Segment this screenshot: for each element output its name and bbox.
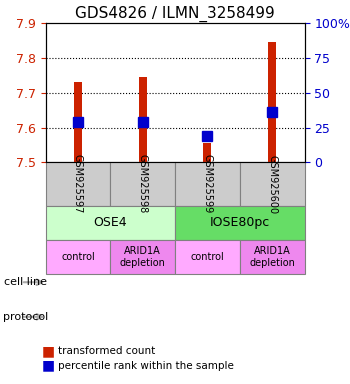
Title: GDS4826 / ILMN_3258499: GDS4826 / ILMN_3258499 (75, 5, 275, 22)
Bar (268, 42, 276, 162)
FancyBboxPatch shape (175, 162, 240, 206)
FancyBboxPatch shape (46, 206, 175, 240)
Text: GSM925600: GSM925600 (267, 154, 277, 214)
Bar (139, 77, 147, 162)
Text: control: control (61, 252, 95, 262)
Bar (203, 143, 211, 162)
Text: GSM925599: GSM925599 (202, 154, 212, 214)
Text: protocol: protocol (4, 312, 49, 322)
Text: IOSE80pc: IOSE80pc (210, 216, 270, 229)
Text: ■: ■ (42, 344, 55, 358)
Text: transformed count: transformed count (58, 346, 155, 356)
FancyBboxPatch shape (175, 240, 240, 274)
FancyBboxPatch shape (46, 240, 110, 274)
FancyBboxPatch shape (175, 206, 304, 240)
Text: GSM925598: GSM925598 (138, 154, 148, 214)
Text: GSM925597: GSM925597 (73, 154, 83, 214)
Text: ARID1A
depletion: ARID1A depletion (249, 246, 295, 268)
Text: cell line: cell line (4, 277, 47, 287)
FancyBboxPatch shape (240, 162, 304, 206)
Text: control: control (190, 252, 224, 262)
Bar (74, 82, 82, 162)
Text: OSE4: OSE4 (93, 216, 127, 229)
Text: percentile rank within the sample: percentile rank within the sample (58, 361, 234, 371)
FancyBboxPatch shape (240, 240, 304, 274)
Text: ■: ■ (42, 359, 55, 372)
FancyBboxPatch shape (46, 162, 110, 206)
Text: ARID1A
depletion: ARID1A depletion (120, 246, 166, 268)
FancyBboxPatch shape (110, 240, 175, 274)
FancyBboxPatch shape (110, 162, 175, 206)
